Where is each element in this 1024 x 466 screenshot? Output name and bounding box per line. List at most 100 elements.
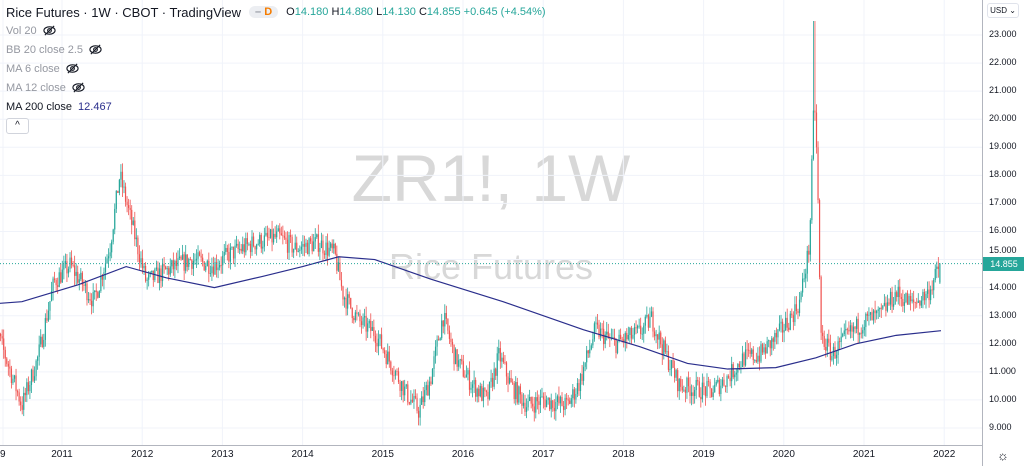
- currency-button[interactable]: USD ⌄: [987, 3, 1019, 18]
- candle-body: [888, 302, 890, 305]
- candle-body: [653, 331, 656, 337]
- candle-body: [834, 346, 836, 359]
- candle-body: [672, 360, 674, 368]
- x-tick-label: 2015: [371, 449, 394, 460]
- candle-body: [769, 340, 771, 349]
- candle-body: [529, 397, 531, 402]
- candle-body: [635, 327, 637, 329]
- candle-body: [876, 310, 878, 314]
- candle-body: [200, 255, 202, 258]
- candle-body: [741, 353, 744, 367]
- candle-body: [339, 262, 341, 281]
- y-tick-label: 11.000: [989, 365, 1016, 376]
- candle-body: [718, 379, 720, 395]
- hidden-eye-icon[interactable]: [66, 62, 79, 75]
- candle-body: [805, 273, 807, 279]
- candle-body: [553, 407, 555, 412]
- candle-body: [581, 373, 583, 381]
- market-status-badge[interactable]: – D: [249, 6, 279, 18]
- candle-body: [670, 360, 673, 369]
- candle-body: [852, 326, 855, 332]
- price-axis[interactable]: USD ⌄ ☼ 9.000 10.000 11.000 12.000 13.000 14.…: [982, 0, 1024, 466]
- candle-body: [629, 327, 631, 336]
- candle-body: [862, 330, 864, 334]
- badge-label: D: [264, 6, 273, 18]
- time-axis[interactable]: 9 2011 2012 2013 2014 2015 2016 2017 2018 2019 202…: [0, 445, 982, 466]
- candle-body: [893, 304, 895, 307]
- candle-body: [323, 253, 326, 255]
- candle-body: [798, 299, 801, 313]
- candle-body: [664, 340, 666, 353]
- candle-body: [325, 242, 327, 255]
- candle-body: [817, 147, 819, 201]
- candle-body: [831, 356, 833, 360]
- hidden-eye-icon[interactable]: [89, 43, 102, 56]
- indicator-row[interactable]: BB 20 close 2.5: [6, 40, 546, 59]
- candle-body: [792, 315, 794, 323]
- candle-body: [424, 390, 426, 403]
- candle-body: [561, 396, 563, 407]
- candle-body: [279, 228, 281, 234]
- candle-body: [513, 383, 515, 400]
- candle-body: [288, 235, 290, 253]
- candle-body: [621, 339, 623, 341]
- candle-body: [87, 299, 90, 301]
- indicator-row[interactable]: MA 6 close: [6, 59, 546, 78]
- candle-body: [172, 260, 174, 270]
- ohlc-values: O14.180 H14.880 L14.130 C14.855 +0.645 (…: [286, 6, 545, 18]
- candle-body: [855, 318, 858, 329]
- candle-body: [454, 349, 457, 365]
- candle-body: [84, 283, 87, 286]
- candle-body: [768, 340, 770, 342]
- candle-body: [643, 325, 645, 334]
- candle-body: [425, 385, 427, 391]
- candle-body: [94, 290, 96, 293]
- candle-body: [163, 263, 165, 267]
- candle-body: [752, 349, 754, 361]
- hidden-eye-icon[interactable]: [42, 24, 56, 37]
- indicator-row[interactable]: MA 200 close 12.467: [6, 97, 546, 116]
- symbol-title[interactable]: Rice Futures · 1W · CBOT · TradingView: [6, 4, 242, 20]
- collapse-legend-button[interactable]: ^: [6, 118, 29, 134]
- candle-body: [27, 382, 29, 392]
- candle-body: [578, 383, 580, 392]
- candle-body: [83, 284, 85, 286]
- candle-body: [456, 349, 458, 367]
- hidden-eye-icon[interactable]: [72, 81, 85, 94]
- candle-body: [649, 316, 651, 328]
- candle-body: [376, 342, 378, 347]
- candle-body: [630, 327, 633, 339]
- indicator-row[interactable]: Vol 20: [6, 21, 546, 40]
- candle-body: [590, 345, 592, 350]
- candle-body: [444, 312, 446, 327]
- indicator-row[interactable]: MA 12 close: [6, 78, 546, 97]
- candle-body: [50, 290, 53, 302]
- y-tick-label: 9.000: [989, 421, 1012, 432]
- candle-body: [141, 258, 144, 269]
- candle-body: [606, 331, 608, 335]
- candle-body: [882, 305, 884, 309]
- candle-body: [795, 304, 798, 311]
- candle-body: [729, 377, 731, 382]
- candle-body: [450, 338, 452, 342]
- x-tick-label: 2011: [51, 449, 73, 460]
- candle-body: [919, 300, 921, 306]
- candle-body: [100, 275, 102, 292]
- candle-body: [229, 247, 232, 262]
- candle-body: [891, 291, 893, 307]
- candle-body: [911, 299, 913, 302]
- candle-body: [917, 300, 919, 303]
- candle-body: [385, 354, 387, 365]
- candle-body: [89, 299, 91, 301]
- candle-body: [240, 248, 242, 252]
- candle-body: [650, 311, 653, 317]
- settings-gear-icon[interactable]: ☼: [997, 448, 1009, 463]
- candle-body: [564, 397, 566, 410]
- candle-body: [95, 290, 97, 293]
- candle-body: [593, 323, 596, 340]
- candle-body: [436, 339, 438, 347]
- candle-body: [33, 376, 36, 381]
- candle-body: [738, 363, 740, 367]
- candle-body: [925, 293, 927, 301]
- candle-body: [583, 366, 585, 381]
